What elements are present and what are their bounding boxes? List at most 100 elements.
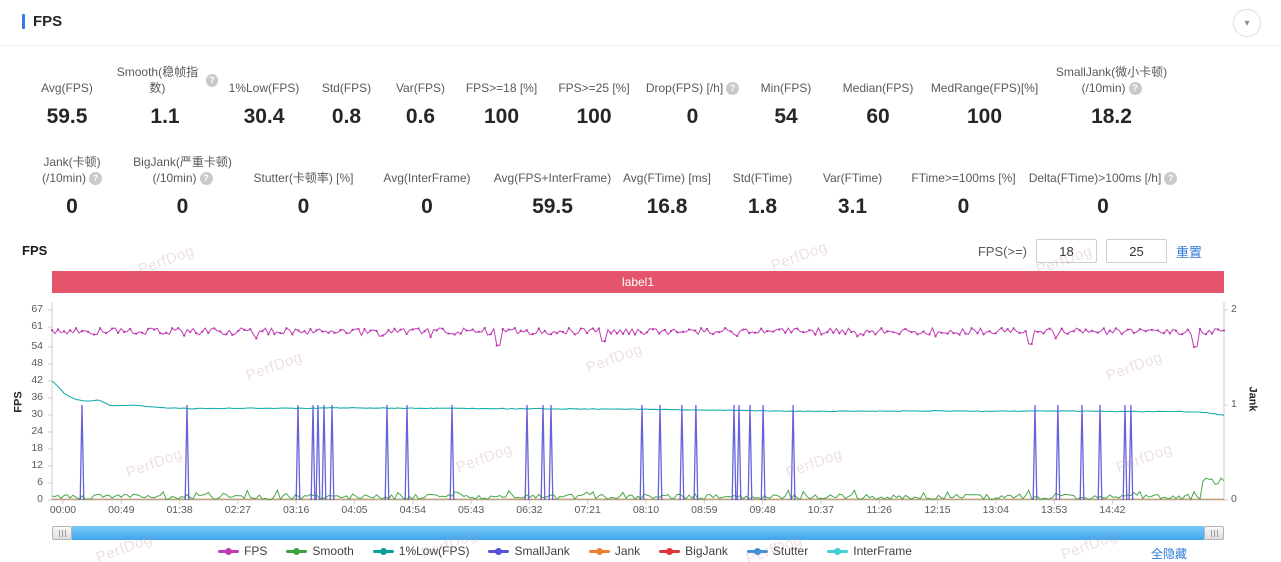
fps-threshold-input-2[interactable]: [1105, 239, 1167, 263]
series-fps-point: [675, 331, 679, 334]
series-fps-point: [375, 329, 378, 333]
series-fps-point: [483, 326, 486, 330]
y-axis-right-ticks: 0 1 2: [1228, 300, 1258, 515]
help-icon[interactable]: ?: [726, 81, 740, 95]
legend-item-1-low-fps[interactable]: 1%Low(FPS): [372, 544, 469, 558]
series-fps-point: [1198, 327, 1202, 331]
metric-label-text: Median(FPS): [842, 81, 914, 95]
series-fps-point: [585, 331, 589, 335]
series-fps-point: [489, 333, 492, 336]
legend-marker-dot: [495, 547, 503, 555]
help-icon[interactable]: ?: [1164, 171, 1178, 185]
metric-label-text: MedRange(FPS)[%]: [930, 81, 1039, 95]
legend-item-interframe[interactable]: InterFrame: [827, 544, 912, 558]
series-fps-point: [904, 327, 907, 331]
series-fps-point: [1096, 331, 1099, 334]
series-fps-point: [1138, 327, 1142, 331]
legend-marker: [827, 547, 849, 555]
legend-marker: [588, 547, 610, 555]
series-fps-point: [621, 332, 625, 335]
metric-avg-fps: Avg(FPS) 59.5: [22, 62, 112, 129]
metric-bigjank: BigJank(严重卡顿) (/10min)? 0: [122, 152, 243, 219]
series-fps-point: [459, 332, 462, 335]
series-fps-point: [1072, 330, 1075, 333]
series-fps-point: [1036, 330, 1039, 334]
series-fps-point: [411, 328, 414, 331]
scrollbar-right-handle[interactable]: [1204, 526, 1224, 540]
series-fps-point: [838, 332, 841, 335]
series-fps-point: [1090, 329, 1093, 332]
metric-label: Stutter(卡顿率) [%]: [253, 152, 353, 186]
series-fps-point: [1126, 328, 1129, 331]
legend-item-fps[interactable]: FPS: [218, 544, 267, 558]
metric-label: Median(FPS): [843, 62, 914, 96]
series-fps-point: [189, 330, 192, 334]
series-smalljank-spike: [1097, 404, 1103, 501]
metric-label-text-2: (/10min): [41, 171, 86, 185]
metric-label-text: Jank(卡顿): [43, 155, 101, 169]
help-icon[interactable]: ?: [205, 73, 218, 87]
y-tick-label-left: 67: [31, 303, 43, 315]
series-smalljank-spike: [760, 404, 766, 501]
metric-medrange-fps: MedRange(FPS)[%] 100: [926, 62, 1043, 129]
series-fps-point: [309, 327, 312, 331]
legend-item-smalljank[interactable]: SmallJank: [488, 544, 570, 558]
metric-smooth: Smooth(稳帧指数)? 1.1: [112, 62, 218, 129]
series-fps-point: [195, 332, 198, 335]
hide-all-link[interactable]: 全隐藏: [1150, 547, 1187, 561]
reset-link[interactable]: 重置: [1175, 244, 1202, 260]
series-fps-point: [555, 332, 559, 335]
metric-value: 0: [176, 195, 189, 218]
series-smalljank-spike: [321, 404, 327, 501]
legend-item-stutter[interactable]: Stutter: [746, 544, 808, 558]
series-smalljank-spike: [657, 404, 663, 501]
legend-label: Jank: [614, 544, 641, 558]
scrollbar-left-handle[interactable]: [52, 526, 72, 540]
legend-marker: [286, 547, 308, 555]
scrollbar-track[interactable]: [72, 526, 1204, 540]
collapse-button[interactable]: ▾: [1233, 9, 1261, 37]
series-smalljank-spike: [548, 404, 554, 501]
series-smalljank-spike: [449, 404, 455, 501]
legend-item-jank[interactable]: Jank: [588, 544, 641, 558]
series-fps-point: [1186, 328, 1190, 331]
series-fps-point: [453, 333, 456, 336]
series-fps-point: [609, 332, 613, 335]
series-fps-point: [165, 331, 168, 334]
series-fps-point: [513, 327, 516, 330]
series-fps-point: [1006, 327, 1009, 331]
legend-item-bigjank[interactable]: BigJank: [659, 544, 728, 558]
series-fps-point: [808, 329, 811, 332]
series-fps-point: [1060, 327, 1063, 330]
series-fps-point: [417, 327, 420, 330]
metric-value: 1.1: [150, 105, 180, 128]
fps-threshold-input-1[interactable]: [1035, 239, 1097, 263]
legend-item-smooth[interactable]: Smooth: [286, 544, 354, 558]
series-fps-point: [147, 327, 150, 331]
legend-label: Smooth: [312, 544, 354, 558]
metric-label: Std(FTime): [733, 152, 793, 186]
series-fps-point: [880, 327, 883, 330]
fps-line-chart[interactable]: [44, 300, 1232, 515]
metric-value: 1.8: [747, 195, 778, 218]
series-1pct-low-line: [51, 380, 1225, 416]
x-tick-label: 05:43: [457, 504, 485, 516]
metric-label: Smooth(稳帧指数)?: [112, 62, 218, 96]
legend-marker-dot: [595, 547, 603, 555]
y-tick-label-left: 12: [31, 458, 43, 471]
series-smooth-line: [51, 477, 1225, 501]
help-icon[interactable]: ?: [199, 171, 213, 185]
x-tick-label: 09:48: [749, 504, 776, 516]
help-icon[interactable]: ?: [89, 171, 102, 185]
help-icon[interactable]: ?: [1128, 81, 1142, 95]
legend-marker: [659, 547, 681, 555]
series-fps-point: [321, 330, 324, 333]
metric-label-text-2: (/10min): [152, 171, 197, 185]
series-fps-point: [387, 328, 390, 332]
series-fps-point: [898, 333, 901, 336]
series-fps-point: [1042, 332, 1045, 335]
series-fps-point: [627, 332, 631, 336]
y-tick-label-left: 36: [31, 390, 43, 403]
series-fps-point: [231, 333, 234, 337]
legend-marker-dot: [834, 547, 842, 555]
